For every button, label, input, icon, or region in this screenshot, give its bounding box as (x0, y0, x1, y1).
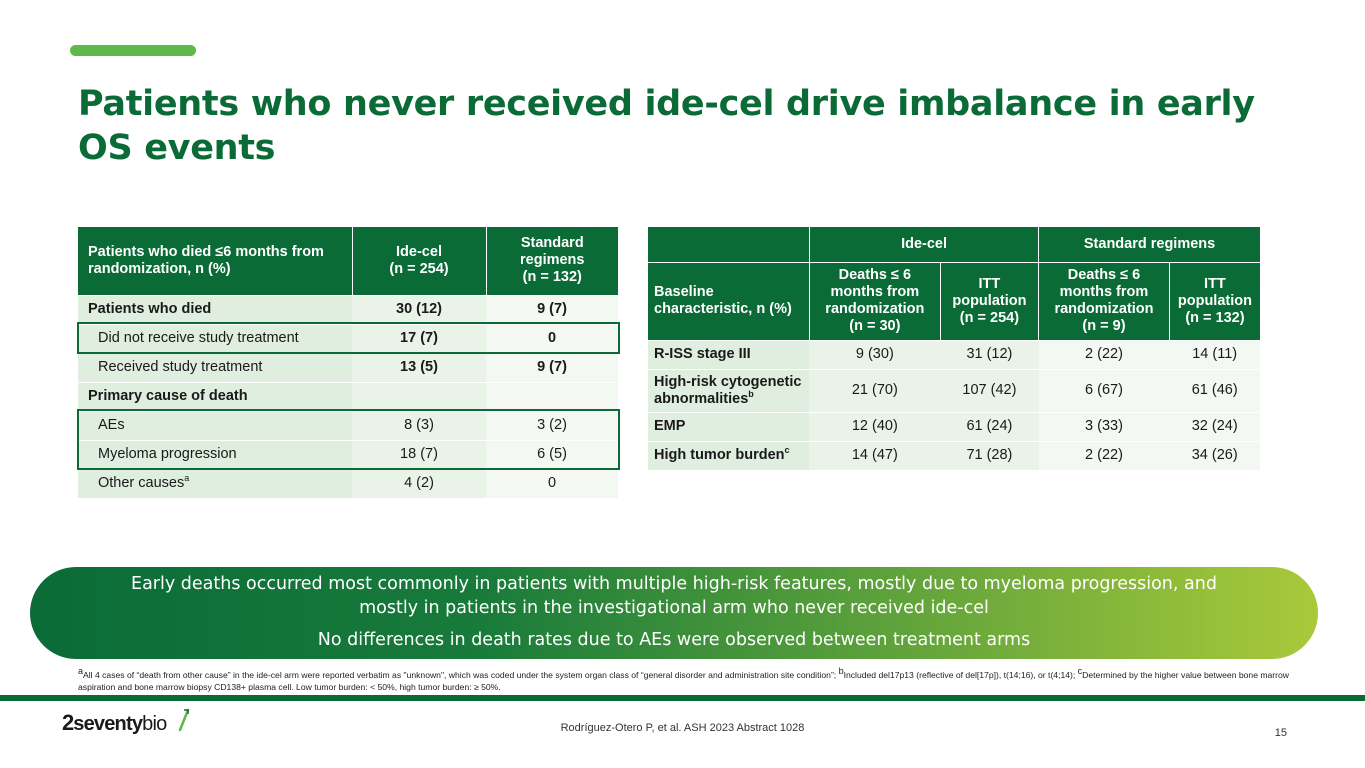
cell-value: 14 (47) (809, 440, 941, 470)
row-label: Patients who died (78, 294, 352, 324)
table-row: AEs 8 (3) 3 (2) (78, 410, 618, 440)
header-baseline: Baseline characteristic, n (%) (648, 262, 810, 341)
cell-standard: 0 (486, 323, 618, 353)
header-idecel-n: (n = 254) (389, 260, 449, 277)
footnote-marker: c (784, 445, 790, 456)
table-row: Received study treatment 13 (5) 9 (7) (78, 352, 618, 382)
cell-value: 12 (40) (809, 411, 941, 441)
footnote: aAll 4 cases of “death from other cause”… (78, 666, 1290, 693)
header-standard: Standard regimens (n = 132) (486, 227, 618, 295)
cell-value: 107 (42) (940, 368, 1039, 412)
footnote-a: All 4 cases of “death from other cause” … (83, 670, 839, 680)
logo-slash-icon (178, 708, 190, 732)
cell-standard: 3 (2) (486, 410, 618, 440)
cell-value: 31 (12) (940, 339, 1039, 369)
table-row: R-ISS stage III 9 (30) 31 (12) 2 (22) 14… (648, 339, 1260, 369)
page-number: 15 (1274, 727, 1287, 739)
logo-seventy: seventy (73, 713, 143, 735)
row-label: Other causesa (78, 468, 352, 498)
footnote-marker-c: c (1077, 666, 1083, 677)
footnote-c: Determined by the higher value between b… (78, 670, 1290, 692)
banner-line-2: No differences in death rates due to AEs… (317, 630, 1031, 650)
cell-standard: 9 (7) (486, 352, 618, 382)
cell-idecel: 13 (5) (352, 352, 486, 382)
footnote-marker: a (184, 473, 190, 484)
table-row: Did not receive study treatment 17 (7) 0 (78, 323, 618, 353)
row-label: High-risk cytogenetic abnormalitiesb (648, 368, 810, 412)
group-header-standard: Standard regimens (1038, 227, 1260, 263)
cell-value: 2 (22) (1038, 440, 1170, 470)
cell-value: 21 (70) (809, 368, 941, 412)
cell-value: 2 (22) (1038, 339, 1170, 369)
group-header-idecel: Ide-cel (809, 227, 1040, 263)
cell-idecel: 8 (3) (352, 410, 486, 440)
header-patients-died: Patients who died ≤6 months from randomi… (78, 227, 353, 295)
logo-two: 2 (62, 710, 74, 735)
table-row: High-risk cytogenetic abnormalitiesb 21 … (648, 368, 1260, 412)
cell-standard (486, 381, 618, 411)
table-row: High tumor burdenc 14 (47) 71 (28) 2 (22… (648, 440, 1260, 470)
company-logo: 2seventybio (62, 708, 202, 740)
header-empty (648, 227, 810, 263)
row-label: High tumor burdenc (648, 440, 810, 470)
citation: Rodríguez-Otero P, et al. ASH 2023 Abstr… (560, 722, 805, 734)
early-deaths-header-row: Patients who died ≤6 months from randomi… (78, 227, 618, 295)
table-row: Other causesa 4 (2) 0 (78, 468, 618, 498)
row-label: Primary cause of death (78, 381, 352, 411)
table-row: Patients who died 30 (12) 9 (7) (78, 294, 618, 324)
baseline-characteristics-table: Ide-cel Standard regimens Baseline chara… (648, 227, 1260, 470)
row-label: Did not receive study treatment (78, 323, 352, 353)
cell-idecel: 17 (7) (352, 323, 486, 353)
row-label: AEs (78, 410, 352, 440)
footnote-b: Included del17p13 (reflective of del[17p… (843, 670, 1078, 680)
cell-value: 9 (30) (809, 339, 941, 369)
row-label: Myeloma progression (78, 439, 352, 469)
footnote-marker-b: b (838, 666, 844, 677)
key-takeaway-banner: Early deaths occurred most commonly in p… (30, 567, 1318, 659)
row-label-text: High-risk cytogenetic abnormalities (654, 373, 802, 407)
cell-idecel: 18 (7) (352, 439, 486, 469)
cell-idecel: 30 (12) (352, 294, 486, 324)
header-idecel: Ide-cel (n = 254) (352, 227, 487, 295)
header-idecel-deaths: Deaths ≤ 6 months from randomization (n … (809, 262, 941, 341)
cell-idecel (352, 381, 486, 411)
logo-bio: bio (142, 713, 167, 735)
cell-value: 3 (33) (1038, 411, 1170, 441)
table-row: Myeloma progression 18 (7) 6 (5) (78, 439, 618, 469)
table-row: EMP 12 (40) 61 (24) 3 (33) 32 (24) (648, 411, 1260, 441)
cell-idecel: 4 (2) (352, 468, 486, 498)
sub-header-row: Baseline characteristic, n (%) Deaths ≤ … (648, 262, 1260, 341)
cell-value: 32 (24) (1169, 411, 1260, 441)
cell-value: 61 (46) (1169, 368, 1260, 412)
slide-title: Patients who never received ide-cel driv… (78, 84, 1255, 168)
cell-standard: 0 (486, 468, 618, 498)
footnote-marker-a: a (78, 666, 84, 677)
cell-value: 34 (26) (1169, 440, 1260, 470)
cell-value: 71 (28) (940, 440, 1039, 470)
cell-standard: 6 (5) (486, 439, 618, 469)
cell-standard: 9 (7) (486, 294, 618, 324)
footer-divider (0, 695, 1365, 701)
cell-value: 61 (24) (940, 411, 1039, 441)
header-idecel-itt: ITT population (n = 254) (940, 262, 1040, 341)
early-deaths-table: Patients who died ≤6 months from randomi… (78, 227, 618, 498)
header-standard-itt: ITT population (n = 132) (1169, 262, 1260, 341)
row-label-text: Other causes (98, 475, 185, 492)
group-header-row: Ide-cel Standard regimens (648, 227, 1260, 263)
row-label: R-ISS stage III (648, 339, 810, 369)
banner-line-1: Early deaths occurred most commonly in p… (131, 574, 1217, 618)
table-row: Primary cause of death (78, 381, 618, 411)
title-accent-bar (70, 45, 196, 56)
header-idecel-label: Ide-cel (396, 243, 442, 260)
row-label-text: High tumor burden (654, 447, 785, 464)
header-standard-label: Standard regimens (520, 235, 585, 269)
cell-value: 6 (67) (1038, 368, 1170, 412)
header-standard-deaths: Deaths ≤ 6 months from randomization (n … (1038, 262, 1170, 341)
header-standard-n: (n = 132) (522, 269, 582, 286)
row-label: EMP (648, 411, 810, 441)
cell-value: 14 (11) (1169, 339, 1260, 369)
footnote-marker: b (748, 388, 754, 399)
row-label: Received study treatment (78, 352, 352, 382)
